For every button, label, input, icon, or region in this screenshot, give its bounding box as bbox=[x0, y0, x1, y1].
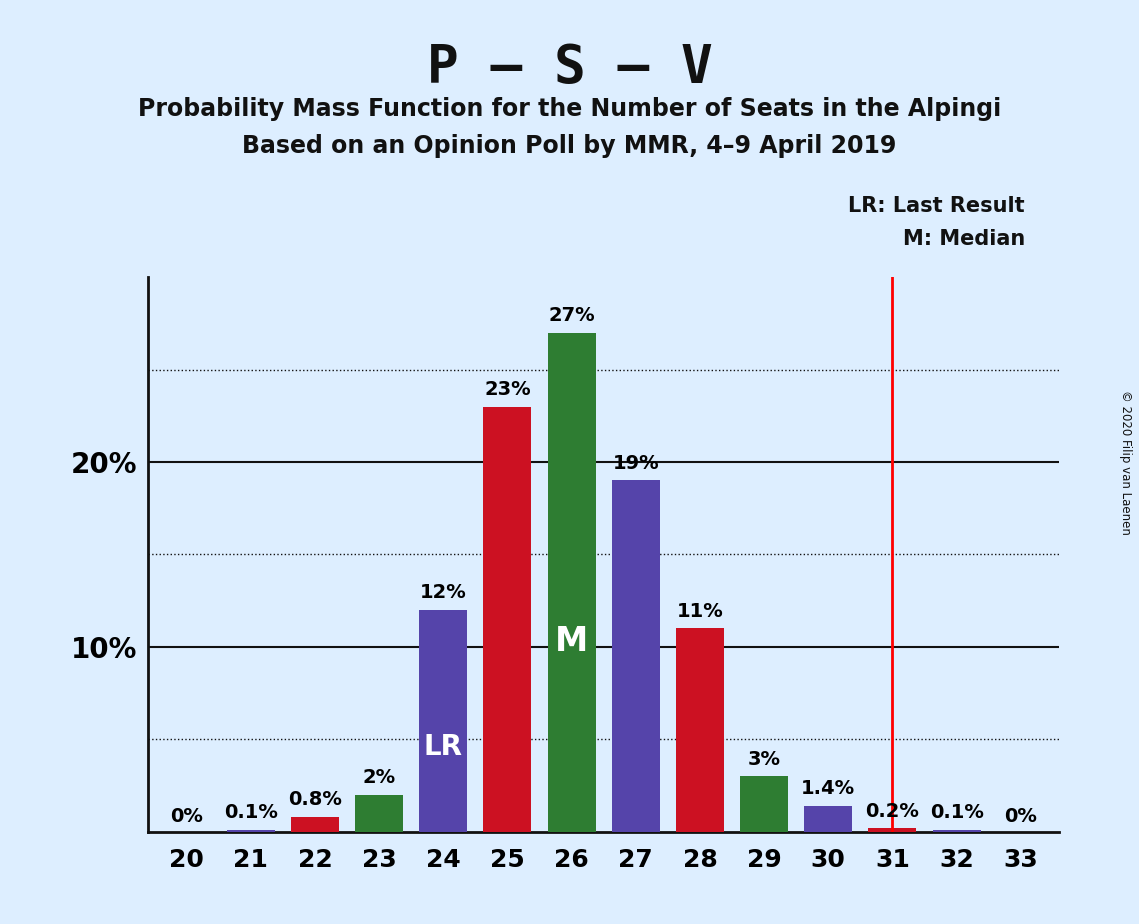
Bar bbox=[548, 333, 596, 832]
Bar bbox=[612, 480, 659, 832]
Text: 0.1%: 0.1% bbox=[223, 803, 278, 822]
Text: 3%: 3% bbox=[747, 749, 780, 769]
Bar bbox=[355, 795, 403, 832]
Text: 11%: 11% bbox=[677, 602, 723, 621]
Bar bbox=[483, 407, 532, 832]
Text: 0%: 0% bbox=[170, 807, 203, 826]
Text: 2%: 2% bbox=[362, 768, 395, 787]
Text: LR: Last Result: LR: Last Result bbox=[849, 196, 1025, 216]
Text: 0.2%: 0.2% bbox=[866, 801, 919, 821]
Text: 12%: 12% bbox=[420, 583, 467, 602]
Text: M: Median: M: Median bbox=[903, 229, 1025, 249]
Text: Based on an Opinion Poll by MMR, 4–9 April 2019: Based on an Opinion Poll by MMR, 4–9 Apr… bbox=[243, 134, 896, 158]
Text: © 2020 Filip van Laenen: © 2020 Filip van Laenen bbox=[1118, 390, 1132, 534]
Bar bbox=[227, 830, 274, 832]
Bar bbox=[740, 776, 788, 832]
Text: M: M bbox=[555, 626, 588, 659]
Text: 23%: 23% bbox=[484, 380, 531, 399]
Bar bbox=[868, 828, 917, 832]
Text: 1.4%: 1.4% bbox=[801, 779, 855, 798]
Text: 19%: 19% bbox=[613, 454, 659, 473]
Bar bbox=[804, 806, 852, 832]
Bar bbox=[675, 628, 724, 832]
Bar bbox=[933, 830, 981, 832]
Text: Probability Mass Function for the Number of Seats in the Alpingi: Probability Mass Function for the Number… bbox=[138, 97, 1001, 121]
Text: 0%: 0% bbox=[1005, 807, 1038, 826]
Bar bbox=[290, 817, 339, 832]
Text: 0.1%: 0.1% bbox=[929, 803, 984, 822]
Text: 0.8%: 0.8% bbox=[288, 790, 342, 809]
Text: 27%: 27% bbox=[548, 306, 595, 325]
Text: P – S – V: P – S – V bbox=[427, 42, 712, 93]
Text: LR: LR bbox=[424, 734, 462, 761]
Bar bbox=[419, 610, 467, 832]
